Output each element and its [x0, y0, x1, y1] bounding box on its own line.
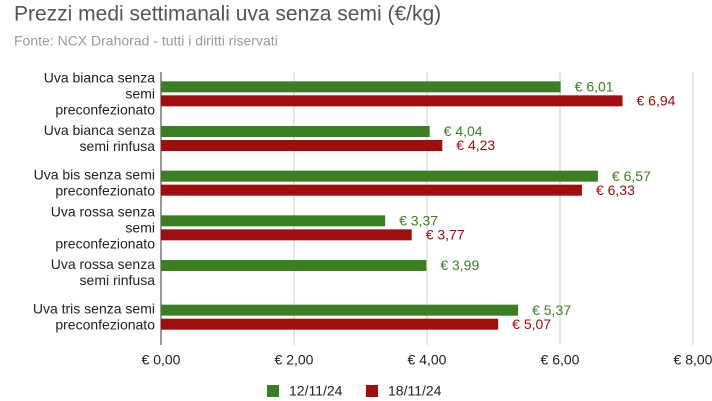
y-tick-label: Uva bianca senza semi rinfusa: [44, 122, 156, 154]
value-label: € 4,04: [444, 123, 483, 139]
x-tick-label: € 0,00: [142, 352, 181, 368]
y-tick-label: Uva bianca senza semi preconfezionato: [44, 69, 156, 117]
y-tick-label: Uva rossa senza semi preconfezionato: [51, 203, 155, 251]
value-label: € 4,23: [456, 137, 495, 153]
value-label: € 6,94: [637, 93, 676, 109]
bar: [161, 95, 623, 107]
value-label: € 6,33: [596, 182, 635, 198]
bar: [161, 229, 412, 241]
x-tick-label: € 6,00: [541, 352, 580, 368]
value-label: € 3,37: [399, 213, 438, 229]
x-tick-label: € 2,00: [275, 352, 314, 368]
legend-swatch: [267, 385, 279, 397]
bar: [161, 215, 386, 227]
value-label: € 3,99: [440, 257, 479, 273]
bar: [161, 126, 430, 137]
value-label: € 5,37: [532, 302, 571, 318]
legend-label: 12/11/24: [289, 383, 343, 399]
x-tick-label: € 4,00: [408, 352, 447, 368]
legend-swatch: [366, 385, 378, 397]
bar: [161, 318, 499, 330]
bar: [161, 140, 443, 151]
bar: [161, 260, 427, 271]
value-label: € 5,07: [512, 316, 551, 332]
bar: [161, 170, 598, 182]
bar: [161, 184, 582, 196]
bar: [161, 304, 519, 316]
chart-title: Prezzi medi settimanali uva senza semi (…: [14, 3, 441, 26]
legend-label: 18/11/24: [388, 383, 442, 399]
x-tick-label: € 8,00: [674, 352, 712, 368]
value-label: € 3,77: [426, 227, 465, 243]
y-tick-label: Uva bis senza semi preconfezionato: [34, 166, 156, 198]
y-tick-label: Uva rossa senza semi rinfusa: [51, 256, 155, 288]
bar: [161, 81, 561, 93]
chart-subtitle: Fonte: NCX Drahorad - tutti i diritti ri…: [14, 33, 278, 49]
value-label: € 6,57: [612, 168, 651, 184]
value-label: € 6,01: [575, 79, 614, 95]
y-tick-label: Uva tris senza semi preconfezionato: [33, 300, 155, 332]
